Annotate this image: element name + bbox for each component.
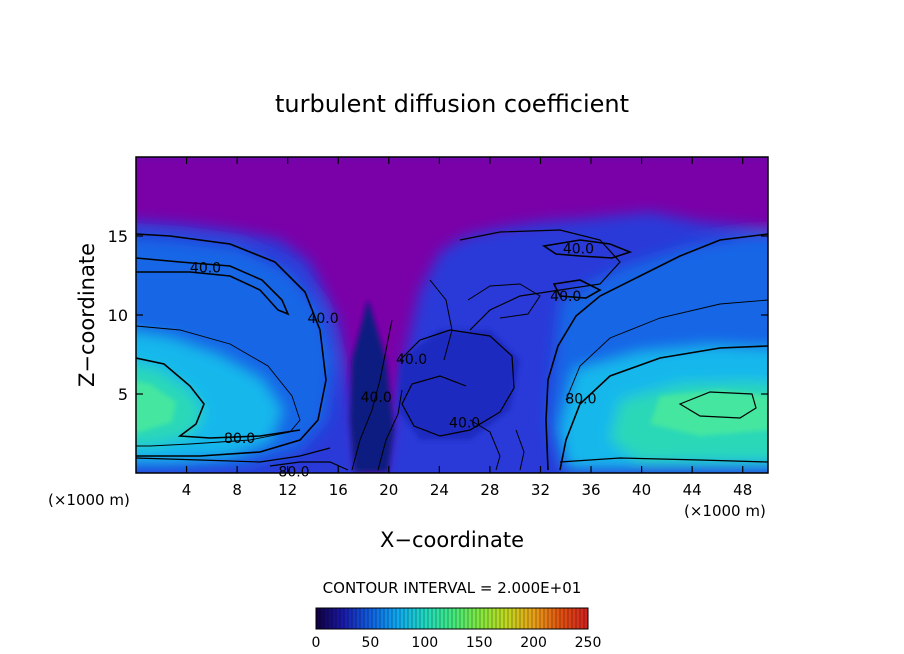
x-axis: 4 8 12 16 20 24 28 32 36 40 44 48 [182,157,752,499]
contour-line [136,447,331,463]
contour-line [565,299,768,401]
contour-line [552,279,602,299]
contour-line [545,233,768,471]
contour-interval-text: CONTOUR INTERVAL = 2.000E+01 [323,579,582,597]
x-tick-label: 40 [632,481,651,499]
y-tick-label: 15 [108,227,128,246]
contour-line [136,257,290,316]
right-core [650,390,768,436]
x-tick-label: 16 [329,481,348,499]
colorbar-tick-label: 200 [520,635,547,651]
contour-label: 40.0 [396,352,427,368]
contour-line [429,279,453,361]
contour-line [136,233,327,457]
contour-line [541,239,633,259]
contour-lines [136,229,768,471]
contour-label: 80.0 [565,392,596,408]
x-tick-label: 36 [581,481,600,499]
x-tick-label: 24 [430,481,449,499]
contour-label: 40.0 [563,242,594,258]
colorbar-tick-label: 150 [466,635,493,651]
contour-line [269,461,349,471]
y-axis: 5 10 15 [108,227,768,404]
y-axis-label: Z−coordinate [75,243,99,387]
y-tick-label: 10 [108,306,128,325]
colorbar-ticks: 0 50 100 150 200 250 [312,635,602,651]
swirl-region [398,330,520,440]
x-tick-label: 32 [531,481,550,499]
contour-label: 40.0 [361,390,392,406]
contour-line [467,283,541,319]
contour-label: 40.0 [550,289,581,305]
x-unit-left: (×1000 m) [48,491,130,509]
contour-line [678,391,757,419]
colorbar-tick-label: 50 [361,635,379,651]
x-tick-label: 28 [480,481,499,499]
colorbar-tick-label: 0 [312,635,321,651]
x-tick-label: 4 [182,481,192,499]
x-tick-label: 44 [683,481,702,499]
updraft-core [350,300,394,472]
y-tick-label: 5 [118,385,128,404]
contour-line [559,457,768,463]
chart-title: turbulent diffusion coefficient [275,90,629,118]
colorbar-stripes [319,608,585,629]
x-tick-label: 8 [232,481,242,499]
x-tick-label: 12 [278,481,297,499]
contour-line [559,345,768,471]
colorbar-tick-label: 100 [411,635,438,651]
contour-label: 40.0 [307,311,338,327]
contour-line [377,389,403,471]
x-tick-label: 48 [733,481,752,499]
contour-line [469,419,501,471]
contour-line [136,325,301,447]
contour-line [459,229,621,331]
contour-line [515,429,525,471]
contour-line [351,319,393,471]
x-unit-right: (×1000 m) [684,502,766,520]
contour-label: 80.0 [224,431,255,447]
upper-stable-layer [136,157,768,473]
contour-label: 40.0 [190,261,221,277]
left-core [136,381,176,432]
contour-line [136,357,301,439]
x-axis-label: X−coordinate [380,528,524,552]
contour-line [399,329,515,437]
contour-label: 40.0 [449,415,480,431]
colorbar-tick-label: 250 [575,635,602,651]
x-tick-label: 20 [379,481,398,499]
